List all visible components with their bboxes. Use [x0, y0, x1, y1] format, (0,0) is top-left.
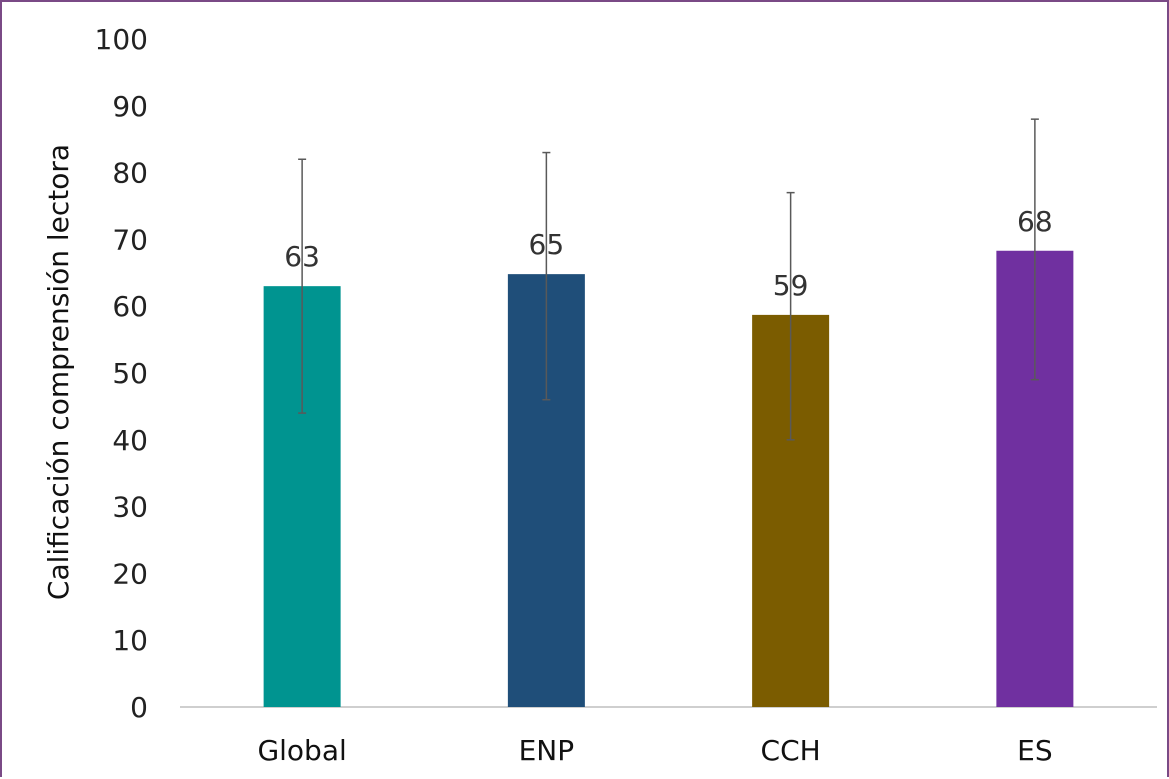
y-tick-label: 20 — [112, 557, 148, 590]
bars — [263, 250, 1074, 708]
error-bar-global — [298, 158, 307, 414]
error-bar-es — [1030, 118, 1039, 381]
y-tick-label: 60 — [112, 290, 148, 323]
category-label-es: ES — [1017, 734, 1052, 767]
error-bar-enp — [542, 151, 551, 401]
category-label-enp: ENP — [519, 734, 575, 767]
data-label-enp: 65 — [529, 228, 565, 261]
category-labels: Global ENP CCH ES — [257, 734, 1052, 767]
y-tick-label: 30 — [112, 491, 148, 524]
y-axis-ticks: 0 10 20 30 40 50 60 70 80 90 100 — [95, 23, 148, 724]
category-label-global: Global — [257, 734, 346, 767]
error-bar-cch — [786, 191, 795, 441]
data-labels: 63 65 59 68 — [284, 205, 1052, 302]
y-tick-label: 100 — [95, 23, 148, 56]
y-tick-label: 0 — [130, 691, 148, 724]
error-bars — [298, 118, 1039, 441]
y-axis-title-group: Calificación comprensión lectora — [42, 144, 75, 600]
y-tick-label: 40 — [112, 424, 148, 457]
y-tick-label: 90 — [112, 90, 148, 123]
y-tick-label: 10 — [112, 624, 148, 657]
category-label-cch: CCH — [761, 734, 821, 767]
y-tick-label: 70 — [112, 223, 148, 256]
y-tick-label: 50 — [112, 357, 148, 390]
data-label-es: 68 — [1017, 205, 1053, 238]
data-label-global: 63 — [284, 240, 320, 273]
data-label-cch: 59 — [773, 269, 809, 302]
y-axis-title: Calificación comprensión lectora — [42, 144, 75, 600]
y-tick-label: 80 — [112, 157, 148, 190]
